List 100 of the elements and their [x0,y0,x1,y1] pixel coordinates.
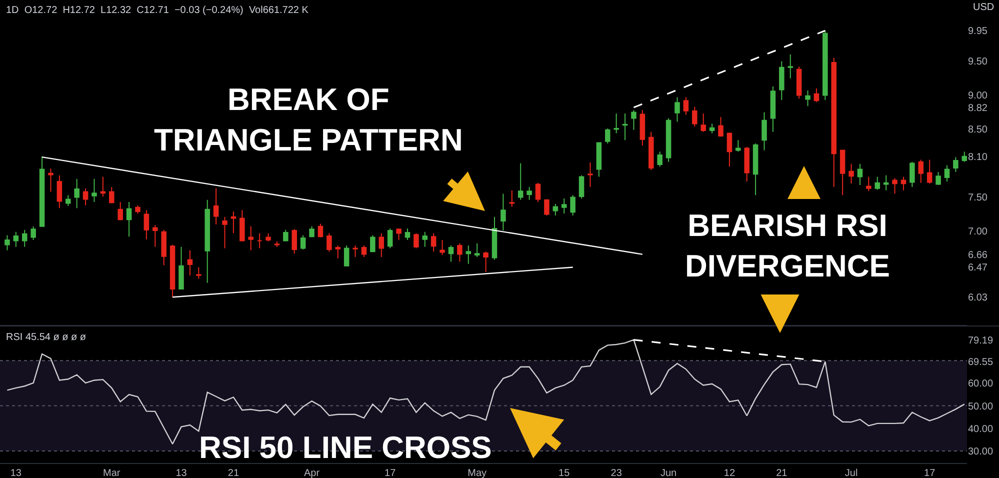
y-tick-label: 6.66 [968,250,988,261]
candlestick [335,244,341,259]
candlestick [910,161,915,188]
candlestick [518,162,524,200]
candlestick [39,156,45,227]
chart-title: RSI 45.54 ø ø ø ø [6,332,86,343]
candlestick [918,159,924,184]
y-tick-label: 69.55 [968,357,994,368]
x-tick-label: 15 [558,468,570,478]
candlestick [213,188,219,225]
candlestick [762,112,767,151]
candlestick [292,228,297,254]
candlestick [883,174,889,191]
candlestick [544,198,550,216]
candlestick [683,96,689,116]
candlestick [831,57,836,188]
candlestick [300,234,306,250]
x-tick-label: 23 [610,468,622,478]
candlestick [752,142,758,196]
candlestick [248,226,254,251]
candlestick [814,88,820,102]
candlestick [457,242,462,262]
candlestick [100,176,106,198]
candlestick [196,266,202,280]
candlestick [82,188,88,206]
candlestick [274,240,280,248]
candlestick [779,60,784,100]
candlestick [874,176,880,190]
candlestick [187,250,193,276]
annotation: BEARISH RSI DIVERGENCE [685,208,890,284]
y-tick-label: 6.47 [968,262,988,274]
candlestick [605,128,610,144]
candlestick [283,229,288,242]
candlestick [126,201,132,238]
candlestick [161,229,166,266]
candlestick [640,110,646,146]
y-tick-label: 7.00 [968,226,988,238]
candlestick [240,210,245,242]
candlestick [152,224,158,248]
candlestick [309,226,314,238]
candlestick [414,232,419,249]
x-tick-label: May [468,468,487,478]
candlestick [657,151,662,168]
x-tick-label: Mar [103,468,121,478]
x-tick-label: 12 [724,468,736,478]
candlestick [709,123,715,134]
candlestick [318,223,324,238]
candlestick [204,199,210,284]
candlestick [648,131,654,170]
y-tick-label: 9.00 [968,90,988,102]
candlestick [170,244,176,298]
x-tick-label: 21 [228,468,240,478]
candlestick [13,231,19,248]
candlestick [22,229,28,248]
candlestick [500,193,506,232]
candlestick [440,240,445,256]
candlestick [944,164,950,182]
candlestick [230,210,236,234]
annotation: BREAK OF TRIANGLE PATTERN [154,82,463,158]
candlestick [736,140,741,152]
candlestick [135,204,140,214]
candlestick [48,168,54,192]
candlestick [352,244,358,258]
candlestick [56,174,62,209]
candlestick [796,66,802,100]
candlestick [840,150,846,196]
candlestick [718,116,724,138]
candlestick [848,163,854,184]
candlestick [700,113,706,132]
candlestick [770,86,776,132]
y-tick-label: 8.82 [968,102,988,114]
candlestick [561,198,567,214]
candlestick [822,30,828,100]
y-tick-label: 7.50 [968,192,988,204]
candlestick [118,201,123,221]
candlestick [788,54,793,79]
candlestick [422,231,428,248]
candlestick [474,242,480,258]
candlestick [344,244,350,268]
candlestick [926,159,932,184]
y-tick-label: 79.19 [968,335,994,346]
candlestick [483,251,488,272]
x-tick-label: 13 [10,468,22,478]
annotation: 1D O12.72 H12.72 L12.32 C12.71 −0.03 (−0.24%) Vol661.722 K [6,5,309,16]
candlestick [674,96,680,122]
candlestick [892,178,898,194]
candlestick [805,90,810,107]
candlestick [552,203,558,216]
candlestick [866,176,872,192]
y-tick-label: 40.00 [968,424,994,435]
x-tick-label: 17 [924,468,936,478]
candlestick [466,244,472,264]
candlestick [387,228,393,249]
candlestick [692,106,698,127]
y-tick-label: 8.10 [968,152,988,163]
candlestick [578,174,584,200]
candlestick [4,234,10,251]
candlestick [857,163,863,186]
candlestick [962,151,967,162]
candlestick [222,216,228,249]
